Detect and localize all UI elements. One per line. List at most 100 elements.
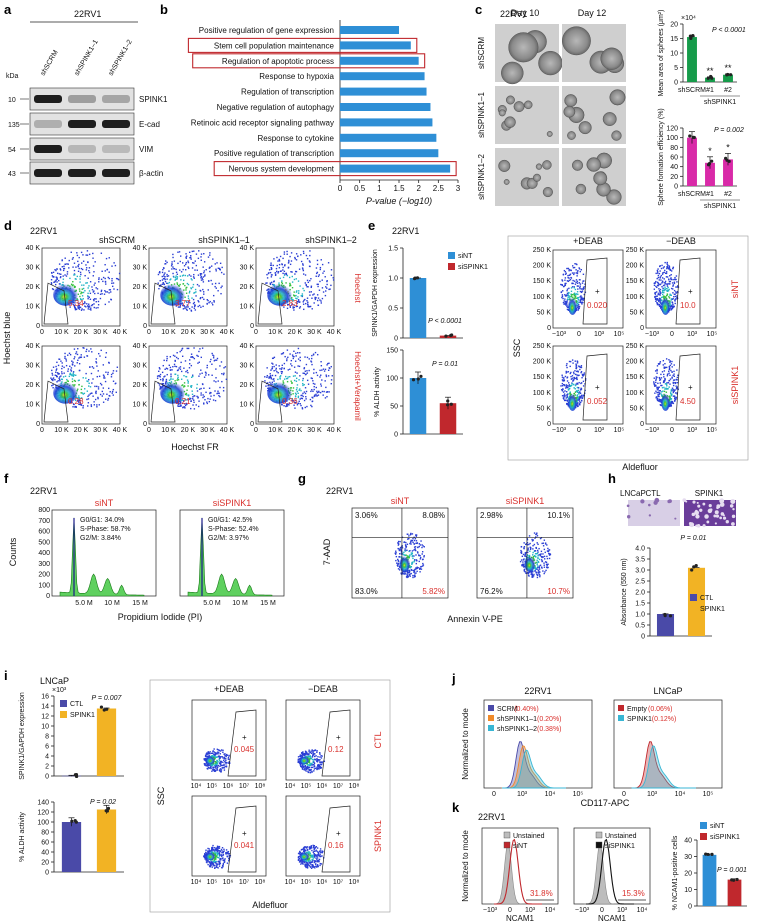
event-dot	[399, 540, 401, 543]
event-dot	[656, 277, 658, 280]
event-dot	[400, 548, 402, 550]
event-dot	[300, 397, 302, 399]
p-value: P = 0.01	[432, 361, 458, 368]
event-dot	[281, 371, 284, 373]
event-dot	[85, 377, 87, 379]
event-dot	[420, 540, 422, 542]
event-dot	[190, 256, 192, 259]
event-dot	[68, 259, 70, 262]
event-dot	[315, 395, 317, 397]
event-dot	[522, 559, 525, 561]
event-dot	[283, 405, 285, 407]
cc-histogram	[187, 517, 273, 597]
event-dot	[310, 404, 312, 407]
event-dot	[321, 279, 323, 281]
event-dot	[169, 366, 172, 369]
event-dot	[179, 275, 182, 277]
event-dot	[411, 550, 414, 552]
bar	[687, 567, 706, 636]
event-dot	[183, 289, 185, 291]
event-dot	[672, 288, 674, 290]
event-dot	[666, 287, 668, 290]
event-dot	[658, 376, 661, 379]
event-dot	[568, 291, 570, 294]
sp-x-tick: 10 K	[268, 329, 283, 336]
event-dot	[666, 290, 668, 292]
event-dot	[278, 267, 281, 269]
event-dot	[69, 372, 72, 375]
event-dot	[117, 278, 120, 281]
event-dot	[78, 308, 81, 310]
event-dot	[675, 381, 677, 384]
event-dot	[295, 253, 298, 255]
event-dot	[661, 293, 664, 296]
event-dot	[293, 291, 295, 293]
event-dot	[306, 297, 309, 299]
event-dot	[182, 308, 185, 310]
event-dot	[571, 296, 573, 298]
event-dot	[566, 399, 569, 401]
blot-protein-label: VIM	[139, 145, 154, 154]
event-dot	[74, 274, 76, 276]
event-dot	[64, 355, 66, 358]
event-dot	[543, 572, 545, 575]
event-dot	[179, 350, 181, 353]
event-dot	[565, 301, 567, 304]
event-dot	[81, 288, 84, 290]
event-dot	[271, 381, 274, 383]
event-dot	[193, 401, 195, 404]
event-dot	[577, 403, 579, 405]
event-dot	[177, 306, 180, 308]
event-dot	[293, 401, 295, 404]
y-tick-label: 14	[41, 704, 49, 711]
event-dot	[580, 269, 583, 271]
event-dot	[521, 565, 523, 567]
event-dot	[398, 543, 400, 545]
event-dot	[398, 556, 400, 558]
event-dot	[116, 278, 119, 280]
event-dot	[658, 303, 661, 306]
event-dot	[64, 274, 66, 276]
event-dot	[302, 269, 305, 272]
event-dot	[567, 386, 569, 389]
event-dot	[176, 273, 179, 275]
event-dot	[534, 553, 537, 555]
event-dot	[537, 555, 539, 557]
sp-x-tick: 10 K	[161, 427, 176, 434]
event-dot	[561, 382, 564, 385]
event-dot	[295, 380, 298, 382]
event-dot	[70, 251, 72, 253]
event-dot	[670, 404, 672, 406]
event-dot	[88, 378, 90, 381]
event-dot	[671, 301, 673, 303]
event-dot	[302, 263, 304, 265]
aldh-gate	[582, 353, 608, 421]
event-dot	[299, 375, 301, 377]
event-dot	[221, 285, 223, 287]
apo-q2: 8.08%	[422, 511, 445, 520]
event-dot	[64, 352, 66, 355]
event-dot	[300, 404, 302, 407]
event-dot	[575, 383, 577, 385]
event-dot	[669, 283, 671, 285]
event-dot	[104, 377, 106, 379]
event-dot	[202, 281, 205, 283]
event-dot	[280, 403, 283, 406]
event-dot	[662, 364, 664, 366]
event-dot	[289, 387, 292, 389]
x-category-label: #2	[724, 191, 732, 198]
event-dot	[200, 279, 203, 281]
event-dot	[63, 267, 65, 270]
bar	[340, 133, 437, 142]
event-dot	[314, 383, 316, 385]
event-dot	[321, 297, 324, 300]
event-dot	[675, 286, 677, 288]
event-dot	[200, 356, 202, 359]
event-dot	[217, 380, 219, 382]
event-dot	[271, 367, 274, 370]
event-dot	[311, 405, 313, 408]
event-dot	[581, 298, 583, 301]
event-dot	[670, 389, 673, 392]
event-dot	[222, 373, 225, 376]
sp-y-tick: 0	[143, 421, 147, 428]
